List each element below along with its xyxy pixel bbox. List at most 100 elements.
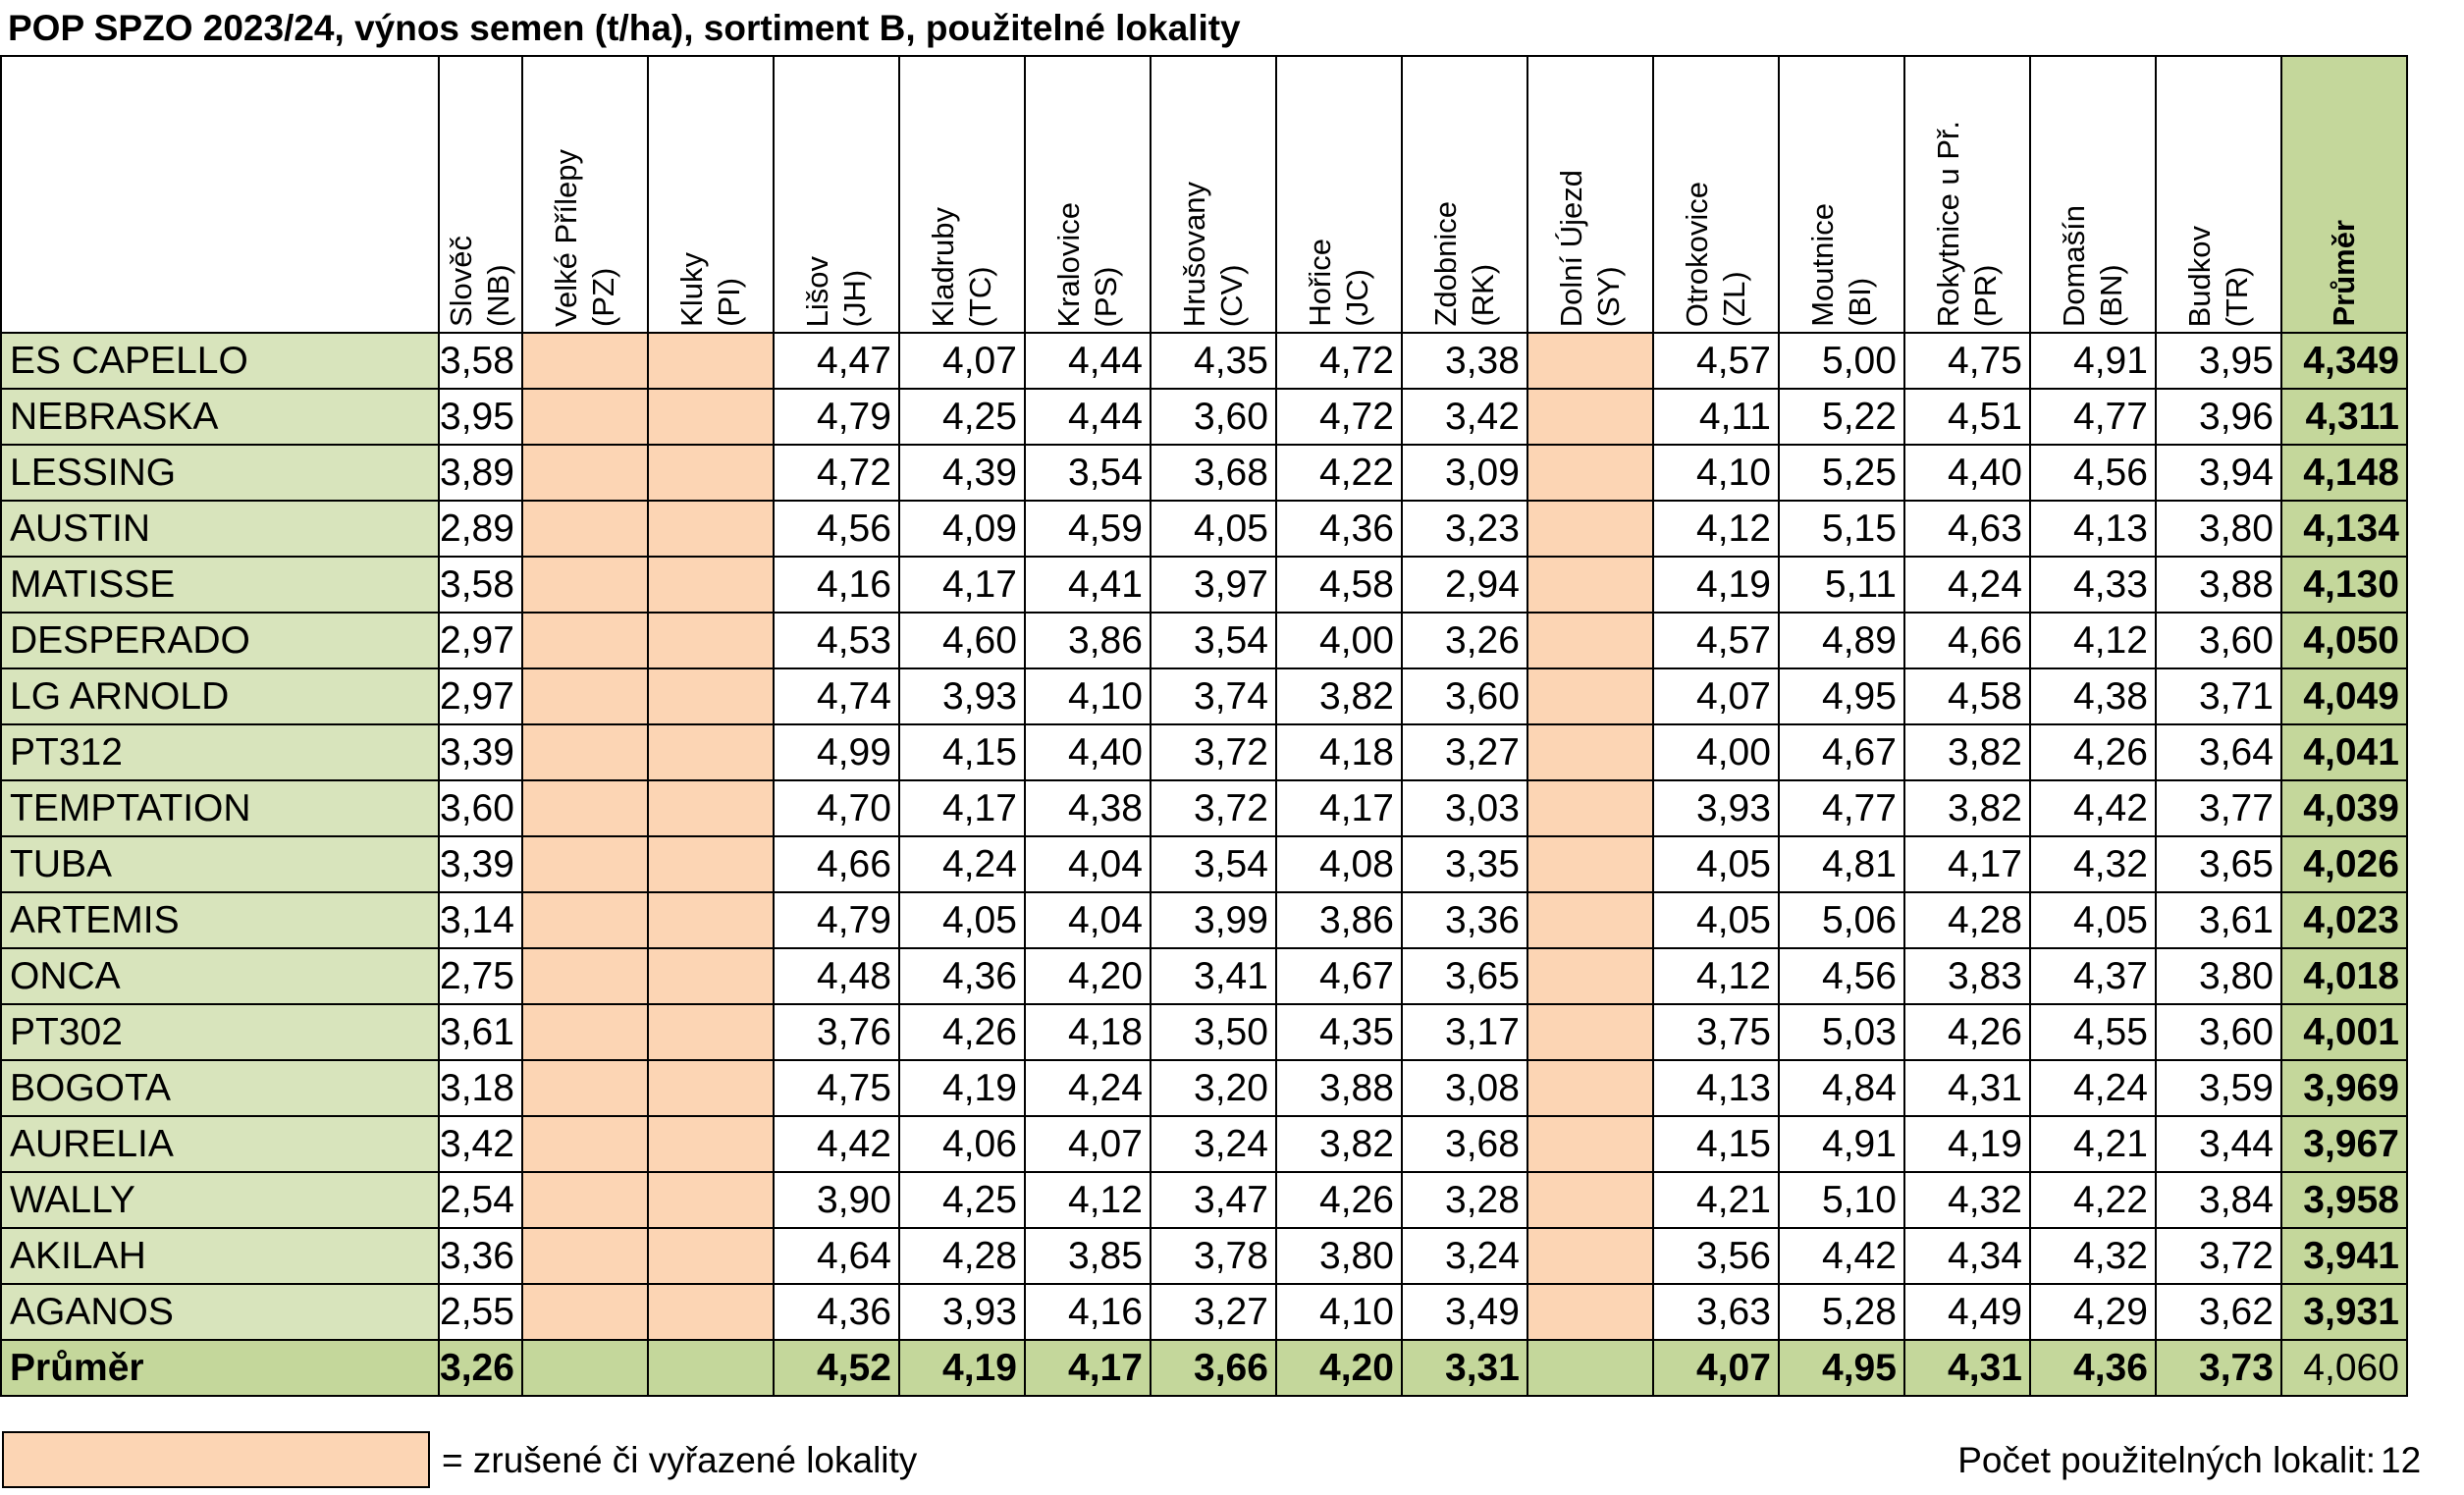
cancelled-cell	[520, 1227, 649, 1285]
yield-cell: 4,56	[772, 500, 900, 558]
table-row: LG ARNOLD 2,97 4,74 3,93 4,10 3,74 3,82 3,60 4,0…	[0, 667, 2408, 725]
yield-cell: 3,61	[438, 1003, 523, 1061]
column-header-label: Hořice (JC)	[1302, 231, 1376, 327]
yield-cell: 3,80	[2154, 947, 2282, 1005]
table-row: AGANOS 2,55 4,36 3,93 4,16 3,27 4,10 3,49 3,63 5,…	[0, 1283, 2408, 1341]
yield-cell: 4,22	[1274, 444, 1403, 502]
yield-cell: 3,88	[1274, 1059, 1403, 1117]
cancelled-cell	[646, 1003, 775, 1061]
variety-name: WALLY	[0, 1171, 440, 1229]
yield-cell: 4,59	[1023, 500, 1152, 558]
yield-cell: 3,20	[1149, 1059, 1277, 1117]
yield-cell: 4,19	[1902, 1115, 2031, 1173]
cancelled-cell	[1526, 556, 1654, 614]
variety-name: ONCA	[0, 947, 440, 1005]
yield-cell: 5,22	[1777, 388, 1905, 446]
yield-cell: 2,97	[438, 612, 523, 669]
column-header: Slověč (NB)	[438, 55, 523, 334]
yield-cell: 3,23	[1400, 500, 1528, 558]
total-row: Průměr 3,26 4,52 4,19 4,17 3,66 4,20 3,31 4,07 4,…	[0, 1339, 2408, 1397]
cancelled-cell	[1526, 1171, 1654, 1229]
location-code: (JH)	[836, 269, 872, 327]
variety-name: LESSING	[0, 444, 440, 502]
yield-cell: 4,44	[1023, 332, 1152, 390]
table-row: TUBA 3,39 4,66 4,24 4,04 3,54 4,08 3,35 4,05 4,81…	[0, 835, 2408, 893]
yield-cell: 4,77	[2028, 388, 2157, 446]
location-name: Domašín	[2056, 204, 2091, 327]
yield-cell: 3,61	[2154, 891, 2282, 949]
yield-cell: 5,11	[1777, 556, 1905, 614]
yield-cell: 3,35	[1400, 835, 1528, 893]
cancelled-cell	[646, 1171, 775, 1229]
header-row: Slověč (NB) Velké Přílepy (PZ) Kluky (PI) Lišo…	[0, 55, 2408, 334]
yield-cell: 4,11	[1651, 388, 1780, 446]
yield-cell: 4,31	[1902, 1339, 2031, 1397]
yield-cell: 3,82	[1274, 1115, 1403, 1173]
yield-cell: 4,32	[2028, 1227, 2157, 1285]
yield-cell: 3,86	[1023, 612, 1152, 669]
yield-cell: 4,81	[1777, 835, 1905, 893]
total-label: Průměr	[0, 1339, 440, 1397]
yield-cell: 3,59	[2154, 1059, 2282, 1117]
yield-cell: 3,03	[1400, 779, 1528, 837]
cancelled-cell	[1526, 444, 1654, 502]
yield-cell: 3,90	[772, 1171, 900, 1229]
yield-cell: 3,75	[1651, 1003, 1780, 1061]
header-corner-cell	[0, 55, 440, 334]
yield-cell: 3,84	[2154, 1171, 2282, 1229]
yield-cell: 3,60	[1400, 667, 1528, 725]
yield-cell: 3,72	[1149, 723, 1277, 781]
cancelled-cell	[646, 947, 775, 1005]
yield-cell: 3,54	[1023, 444, 1152, 502]
yield-cell: 3,44	[2154, 1115, 2282, 1173]
yield-cell: 4,38	[2028, 667, 2157, 725]
yield-cell: 3,85	[1023, 1227, 1152, 1285]
yield-cell: 4,09	[897, 500, 1026, 558]
row-average: 3,941	[2279, 1227, 2408, 1285]
yield-cell: 4,66	[1902, 612, 2031, 669]
legend-swatch-cancelled	[2, 1431, 430, 1488]
yield-cell: 4,55	[2028, 1003, 2157, 1061]
location-name: Slověč	[444, 235, 479, 327]
row-average: 4,049	[2279, 667, 2408, 725]
yield-cell: 3,80	[2154, 500, 2282, 558]
yield-cell: 4,32	[2028, 835, 2157, 893]
yield-cell: 3,49	[1400, 1283, 1528, 1341]
location-name: Lišov	[799, 255, 834, 327]
yield-cell: 4,28	[897, 1227, 1026, 1285]
yield-cell: 4,53	[772, 612, 900, 669]
yield-cell: 4,60	[897, 612, 1026, 669]
yield-cell: 4,21	[2028, 1115, 2157, 1173]
yield-cell: 4,17	[897, 779, 1026, 837]
cancelled-cell	[1526, 388, 1654, 446]
location-name: Hořice	[1302, 239, 1337, 327]
yield-cell: 4,24	[1902, 556, 2031, 614]
yield-cell: 3,77	[2154, 779, 2282, 837]
cancelled-cell	[1526, 1227, 1654, 1285]
column-header: Zdobnice (RK)	[1400, 55, 1528, 334]
yield-cell: 4,18	[1023, 1003, 1152, 1061]
yield-cell: 3,58	[438, 556, 523, 614]
yield-cell: 5,06	[1777, 891, 1905, 949]
row-average: 3,958	[2279, 1171, 2408, 1229]
yield-cell: 4,99	[772, 723, 900, 781]
yield-cell: 3,82	[1902, 779, 2031, 837]
cancelled-cell	[1526, 332, 1654, 390]
yield-cell: 3,60	[2154, 1003, 2282, 1061]
column-header-label: Velké Přílepy (PZ)	[548, 141, 622, 327]
yield-cell: 2,97	[438, 667, 523, 725]
column-header-label: Slověč (NB)	[443, 228, 517, 327]
cancelled-cell	[1526, 723, 1654, 781]
table-row: DESPERADO 2,97 4,53 4,60 3,86 3,54 4,00 3,26 4,5…	[0, 612, 2408, 669]
yield-cell: 4,35	[1274, 1003, 1403, 1061]
yield-cell: 4,10	[1023, 667, 1152, 725]
yield-cell: 4,17	[1902, 835, 2031, 893]
yield-cell: 5,03	[1777, 1003, 1905, 1061]
yield-cell: 3,89	[438, 444, 523, 502]
cancelled-cell	[520, 332, 649, 390]
cancelled-cell	[646, 1339, 775, 1397]
table-row: AUSTIN 2,89 4,56 4,09 4,59 4,05 4,36 3,23 4,12 5,…	[0, 500, 2408, 558]
yield-cell: 3,94	[2154, 444, 2282, 502]
yield-cell: 4,57	[1651, 612, 1780, 669]
column-header: Kluky (PI)	[646, 55, 775, 334]
